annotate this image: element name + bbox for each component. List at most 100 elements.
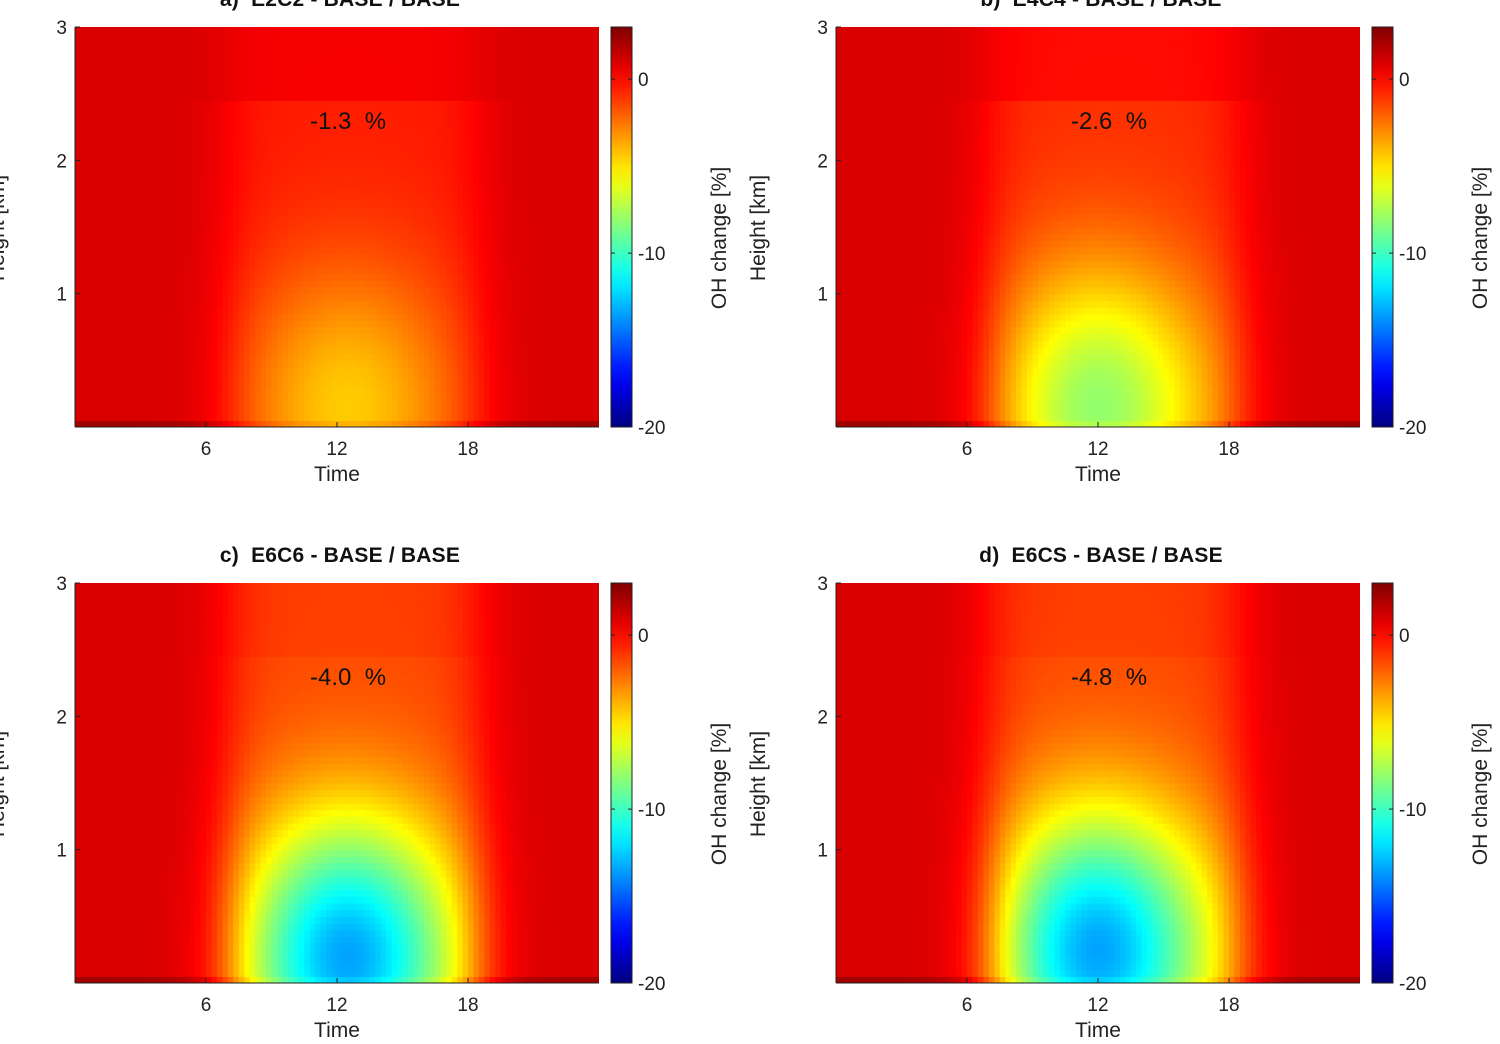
heatmap-cell (211, 173, 218, 181)
heatmap-cell (413, 47, 420, 55)
heatmap-cell (91, 193, 98, 201)
heatmap-cell (167, 40, 174, 48)
heatmap-cell (407, 353, 415, 361)
heatmap-cell (124, 320, 131, 328)
heatmap-cell (260, 167, 267, 175)
heatmap-cell (489, 280, 496, 288)
heatmap-cell (391, 147, 398, 155)
heatmap-cell (85, 60, 92, 68)
heatmap-cell (233, 80, 240, 88)
heatmap-cell (173, 393, 180, 401)
heatmap-cell (478, 320, 485, 328)
heatmap-cell (489, 40, 496, 48)
heatmap-cell (227, 27, 234, 35)
heatmap-cell (124, 167, 131, 175)
heatmap-cell (347, 380, 354, 388)
heatmap-cell (358, 167, 365, 175)
heatmap-cell (222, 267, 229, 275)
heatmap-cell (337, 300, 344, 308)
heatmap-cell (337, 80, 344, 88)
heatmap-cell (206, 107, 213, 115)
heatmap-cell (195, 360, 202, 368)
heatmap-cell (424, 320, 431, 328)
heatmap-cell (326, 320, 333, 328)
heatmap-cell (353, 40, 360, 48)
heatmap-cell (342, 380, 349, 388)
heatmap-cell (353, 407, 360, 415)
heatmap-cell (244, 353, 251, 361)
heatmap-cell (402, 280, 409, 288)
heatmap-cell (407, 40, 415, 48)
heatmap-cell (298, 80, 305, 88)
heatmap-cell (206, 340, 213, 348)
heatmap-cell (337, 340, 344, 348)
heatmap-cell (195, 73, 202, 81)
heatmap-cell (364, 220, 371, 228)
heatmap-cell (173, 367, 180, 375)
heatmap-cell (167, 133, 174, 141)
heatmap-cell (451, 53, 458, 61)
heatmap-cell (293, 67, 300, 75)
heatmap-cell (369, 200, 376, 208)
heatmap-cell (151, 233, 158, 241)
heatmap-cell (233, 307, 240, 315)
heatmap-cell (200, 147, 207, 155)
heatmap-cell (315, 87, 322, 95)
heatmap-cell (189, 287, 196, 295)
heatmap-cell (364, 313, 371, 321)
heatmap-cell (107, 47, 114, 55)
heatmap-cell (369, 173, 376, 181)
heatmap-cell (227, 400, 234, 408)
heatmap-cell (397, 93, 404, 101)
heatmap-cell (75, 420, 82, 427)
heatmap-cell (107, 307, 114, 315)
heatmap-cell (167, 300, 174, 308)
heatmap-cell (418, 300, 425, 308)
heatmap-cell (331, 387, 338, 395)
heatmap-cell (468, 420, 475, 427)
heatmap-cell (347, 147, 354, 155)
heatmap-cell (440, 227, 447, 235)
heatmap-cell (260, 347, 267, 355)
heatmap-cell (337, 413, 344, 421)
heatmap-cell (375, 67, 382, 75)
heatmap-cell (451, 67, 458, 75)
heatmap-cell (413, 373, 420, 381)
heatmap-cell (184, 420, 191, 427)
heatmap-cell (473, 233, 480, 241)
heatmap-cell (500, 373, 507, 381)
heatmap-cell (113, 353, 120, 361)
heatmap-cell (298, 107, 305, 115)
heatmap-cell (418, 207, 425, 215)
heatmap-cell (407, 253, 415, 261)
heatmap-cell (255, 100, 262, 108)
heatmap-cell (189, 107, 196, 115)
heatmap-cell (151, 320, 158, 328)
heatmap-cell (342, 153, 349, 161)
heatmap-cell (151, 93, 158, 101)
heatmap-cell (167, 420, 174, 427)
heatmap-cell (118, 280, 125, 288)
heatmap-cell (451, 140, 458, 148)
heatmap-cell (457, 307, 464, 315)
heatmap-cell (517, 187, 524, 195)
heatmap-cell (462, 140, 469, 148)
heatmap-cell (249, 33, 256, 41)
heatmap-cell (271, 153, 278, 161)
heatmap-cell (96, 400, 103, 408)
heatmap-cell (358, 140, 365, 148)
heatmap-cell (298, 407, 305, 415)
heatmap-cell (206, 127, 213, 135)
heatmap-cell (473, 53, 480, 61)
heatmap-cell (135, 147, 142, 155)
heatmap-cell (440, 240, 447, 248)
heatmap-cell (473, 213, 480, 221)
heatmap-cell (189, 260, 196, 268)
heatmap-cell (402, 53, 409, 61)
heatmap-cell (495, 27, 502, 35)
heatmap-cell (227, 67, 234, 75)
heatmap-cell (151, 253, 158, 261)
heatmap-cell (227, 367, 234, 375)
heatmap-cell (369, 53, 376, 61)
heatmap-cell (495, 187, 502, 195)
